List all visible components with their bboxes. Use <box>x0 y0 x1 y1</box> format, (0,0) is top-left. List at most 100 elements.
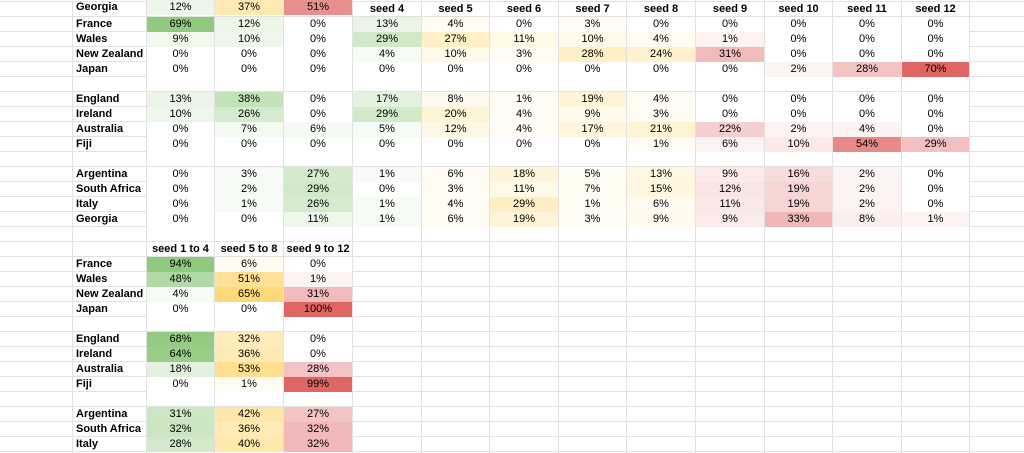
column-header[interactable]: seed 6 <box>506 3 542 15</box>
probability-cell[interactable]: 0% <box>284 107 352 122</box>
probability-cell[interactable]: 9% <box>696 212 764 227</box>
team-label[interactable]: Georgia <box>76 213 118 225</box>
probability-cell[interactable]: 4% <box>627 32 695 47</box>
probability-cell[interactable]: 0% <box>147 182 214 197</box>
probability-cell[interactable]: 28% <box>147 437 214 452</box>
probability-cell[interactable]: 37% <box>215 0 283 15</box>
probability-cell[interactable]: 13% <box>353 17 421 32</box>
probability-cell[interactable]: 0% <box>902 167 969 182</box>
probability-cell[interactable]: 7% <box>559 182 626 197</box>
probability-cell[interactable]: 28% <box>559 47 626 62</box>
team-label[interactable]: New Zealand <box>76 48 144 60</box>
probability-cell[interactable]: 0% <box>902 122 969 137</box>
probability-cell[interactable]: 24% <box>627 47 695 62</box>
probability-cell[interactable]: 17% <box>353 92 421 107</box>
probability-cell[interactable]: 0% <box>765 32 832 47</box>
probability-cell[interactable]: 0% <box>284 332 352 347</box>
probability-cell[interactable]: 40% <box>215 437 283 452</box>
probability-cell[interactable]: 0% <box>284 137 352 152</box>
probability-cell[interactable]: 1% <box>353 212 421 227</box>
probability-cell[interactable]: 4% <box>490 122 558 137</box>
team-label[interactable]: New Zealand <box>76 288 144 300</box>
probability-cell[interactable]: 0% <box>490 137 558 152</box>
probability-cell[interactable]: 31% <box>284 287 352 302</box>
probability-cell[interactable]: 0% <box>215 137 283 152</box>
column-header[interactable]: seed 5 <box>438 3 473 15</box>
probability-cell[interactable]: 6% <box>422 212 489 227</box>
probability-cell[interactable]: 4% <box>627 92 695 107</box>
probability-cell[interactable]: 12% <box>422 122 489 137</box>
column-header[interactable]: seed 12 <box>915 3 956 15</box>
probability-cell[interactable]: 2% <box>833 182 901 197</box>
probability-cell[interactable]: 1% <box>490 92 558 107</box>
probability-cell[interactable]: 12% <box>215 17 283 32</box>
probability-cell[interactable]: 0% <box>696 107 764 122</box>
probability-cell[interactable]: 5% <box>559 167 626 182</box>
probability-cell[interactable]: 0% <box>627 17 695 32</box>
probability-cell[interactable]: 9% <box>147 32 214 47</box>
probability-cell[interactable]: 29% <box>490 197 558 212</box>
column-header[interactable]: seed 11 <box>847 3 887 15</box>
probability-cell[interactable]: 1% <box>559 197 626 212</box>
probability-cell[interactable]: 0% <box>284 92 352 107</box>
probability-cell[interactable]: 0% <box>147 122 214 137</box>
probability-cell[interactable]: 28% <box>833 62 901 77</box>
team-label[interactable]: Ireland <box>76 108 113 120</box>
probability-cell[interactable]: 0% <box>284 47 352 62</box>
probability-cell[interactable]: 100% <box>284 302 352 317</box>
probability-cell[interactable]: 1% <box>627 137 695 152</box>
probability-cell[interactable]: 26% <box>215 107 283 122</box>
probability-cell[interactable]: 15% <box>627 182 695 197</box>
probability-cell[interactable]: 0% <box>902 17 969 32</box>
probability-cell[interactable]: 0% <box>284 32 352 47</box>
probability-cell[interactable]: 0% <box>902 197 969 212</box>
probability-cell[interactable]: 10% <box>765 137 832 152</box>
column-header[interactable]: seed 9 <box>712 3 748 15</box>
column-header[interactable]: seed 7 <box>575 3 610 15</box>
team-label[interactable]: England <box>76 333 120 345</box>
probability-cell[interactable]: 4% <box>353 47 421 62</box>
probability-cell[interactable]: 11% <box>696 197 764 212</box>
probability-cell[interactable]: 48% <box>147 272 214 287</box>
probability-cell[interactable]: 10% <box>559 32 626 47</box>
probability-cell[interactable]: 0% <box>833 32 901 47</box>
team-label[interactable]: France <box>76 258 113 270</box>
team-label[interactable]: England <box>76 93 120 105</box>
probability-cell[interactable]: 18% <box>490 167 558 182</box>
probability-cell[interactable]: 51% <box>284 0 352 15</box>
probability-cell[interactable]: 3% <box>559 212 626 227</box>
probability-cell[interactable]: 31% <box>147 407 214 422</box>
probability-cell[interactable]: 0% <box>559 62 626 77</box>
probability-cell[interactable]: 12% <box>147 0 214 15</box>
probability-cell[interactable]: 4% <box>422 17 489 32</box>
probability-cell[interactable]: 0% <box>147 137 214 152</box>
probability-cell[interactable]: 0% <box>833 17 901 32</box>
probability-cell[interactable]: 1% <box>215 377 283 392</box>
probability-cell[interactable]: 27% <box>284 407 352 422</box>
probability-cell[interactable]: 0% <box>833 92 901 107</box>
team-label[interactable]: Japan <box>76 63 108 75</box>
probability-cell[interactable]: 0% <box>215 47 283 62</box>
probability-cell[interactable]: 69% <box>147 17 214 32</box>
column-header[interactable]: seed 9 to 12 <box>286 243 350 255</box>
probability-cell[interactable]: 29% <box>902 137 969 152</box>
team-label[interactable]: Fiji <box>76 378 92 390</box>
team-label[interactable]: Argentina <box>76 168 128 180</box>
team-label[interactable]: Italy <box>76 198 99 210</box>
probability-cell[interactable]: 0% <box>490 17 558 32</box>
probability-cell[interactable]: 4% <box>833 122 901 137</box>
probability-cell[interactable]: 94% <box>147 257 214 272</box>
probability-cell[interactable]: 17% <box>559 122 626 137</box>
team-label[interactable]: Australia <box>76 123 124 135</box>
probability-cell[interactable]: 19% <box>765 182 832 197</box>
probability-cell[interactable]: 0% <box>765 47 832 62</box>
probability-cell[interactable]: 53% <box>215 362 283 377</box>
probability-cell[interactable]: 0% <box>353 62 421 77</box>
probability-cell[interactable]: 36% <box>215 422 283 437</box>
probability-cell[interactable]: 1% <box>284 272 352 287</box>
probability-cell[interactable]: 2% <box>215 182 283 197</box>
probability-cell[interactable]: 0% <box>490 62 558 77</box>
probability-cell[interactable]: 0% <box>902 107 969 122</box>
team-label[interactable]: Fiji <box>76 138 92 150</box>
